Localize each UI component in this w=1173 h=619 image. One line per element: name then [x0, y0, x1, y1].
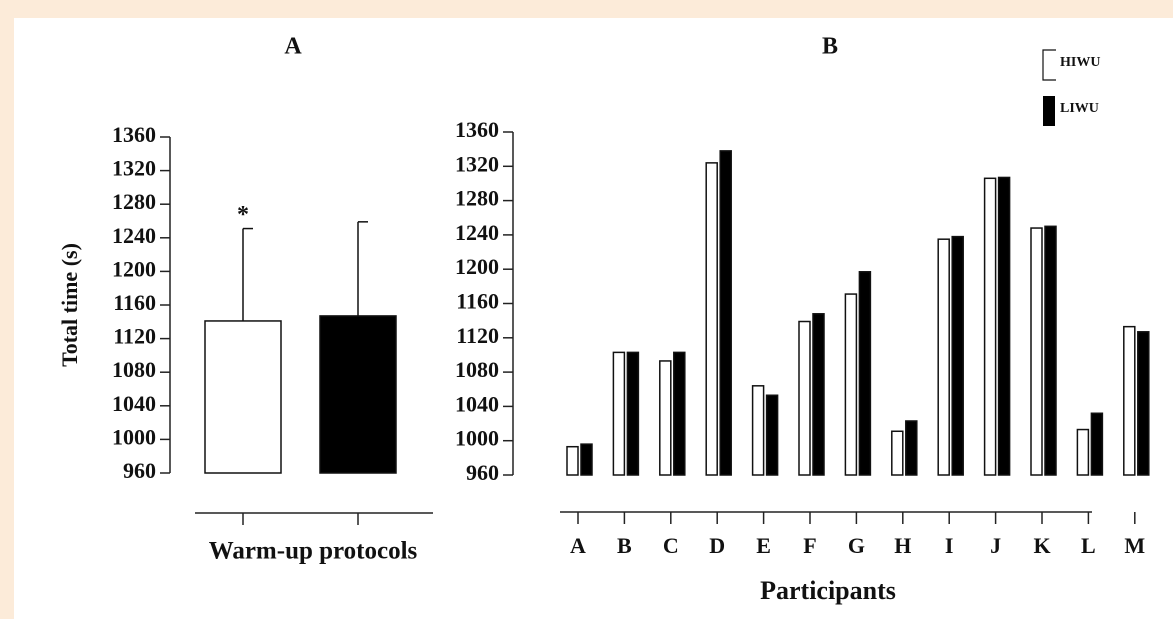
bar	[812, 313, 825, 476]
bar	[626, 351, 640, 476]
annotation: *	[237, 202, 249, 228]
bar	[673, 351, 686, 476]
bar	[204, 320, 282, 474]
x-tick-label: A	[570, 533, 586, 558]
y-axis-label: Total time (s)	[57, 243, 82, 367]
y-tick-label: 1120	[456, 323, 499, 348]
legend-label: HIWU	[1060, 55, 1100, 70]
bar	[997, 176, 1011, 476]
y-tick-label: 960	[123, 458, 156, 483]
y-tick-label: 1000	[455, 426, 499, 451]
panel-background	[14, 18, 1173, 619]
y-tick-label: 1040	[112, 391, 156, 416]
bar	[319, 315, 397, 474]
x-tick-label: J	[990, 533, 1001, 558]
x-tick-label: I	[945, 533, 954, 558]
bar	[751, 385, 765, 476]
bar	[765, 394, 779, 476]
y-tick-label: 1360	[112, 122, 156, 147]
bar	[937, 238, 950, 476]
bar	[858, 271, 872, 476]
y-tick-label: 1320	[455, 151, 499, 176]
bar	[705, 162, 718, 476]
x-tick-label: H	[894, 533, 911, 558]
bar	[1044, 225, 1057, 476]
y-tick-label: 1360	[455, 117, 499, 142]
y-tick-label: 1160	[456, 289, 499, 314]
bar	[951, 235, 964, 476]
bar	[983, 177, 997, 476]
x-tick-label: E	[756, 533, 771, 558]
y-tick-label: 1120	[113, 324, 156, 349]
y-tick-label: 1080	[455, 357, 499, 382]
x-tick-label: C	[663, 533, 679, 558]
chart-title: B	[822, 34, 838, 60]
y-tick-label: 1080	[112, 357, 156, 382]
x-tick-label: K	[1033, 533, 1050, 558]
x-axis-label: Participants	[760, 576, 896, 605]
x-tick-label: L	[1081, 533, 1096, 558]
x-tick-label: B	[617, 533, 632, 558]
y-tick-label: 1200	[112, 256, 156, 281]
x-tick-label: M	[1124, 533, 1145, 558]
y-tick-label: 1280	[112, 189, 156, 214]
y-tick-label: 1160	[113, 290, 156, 315]
legend-swatch	[1042, 49, 1056, 81]
bar	[659, 360, 672, 476]
y-tick-label: 1240	[455, 220, 499, 245]
x-tick-label: G	[848, 533, 865, 558]
bar	[1137, 331, 1150, 476]
y-tick-label: 1200	[455, 254, 499, 279]
legend-label: LIWU	[1060, 101, 1099, 116]
bar	[566, 445, 579, 476]
bar	[905, 420, 918, 476]
legend-swatch	[1043, 96, 1055, 126]
y-tick-label: 1240	[112, 223, 156, 248]
x-tick-label: D	[709, 533, 725, 558]
bar	[1076, 428, 1090, 476]
bar	[1030, 227, 1043, 476]
y-tick-label: 960	[466, 460, 499, 485]
chart-title: A	[284, 34, 302, 60]
bar	[1123, 325, 1136, 476]
y-tick-label: 1040	[455, 391, 499, 416]
y-tick-label: 1000	[112, 424, 156, 449]
bar	[891, 430, 904, 476]
x-axis-label: Warm-up protocols	[209, 538, 418, 565]
y-tick-label: 1280	[455, 186, 499, 211]
bar	[1090, 412, 1104, 476]
y-tick-label: 1320	[112, 156, 156, 181]
bar	[844, 293, 858, 476]
bar	[798, 320, 811, 476]
bar	[612, 351, 626, 476]
bar	[580, 443, 593, 476]
bar	[719, 150, 732, 476]
x-tick-label: F	[803, 533, 816, 558]
